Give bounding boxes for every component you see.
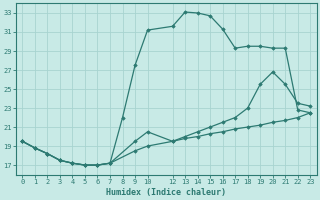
- X-axis label: Humidex (Indice chaleur): Humidex (Indice chaleur): [106, 188, 226, 197]
